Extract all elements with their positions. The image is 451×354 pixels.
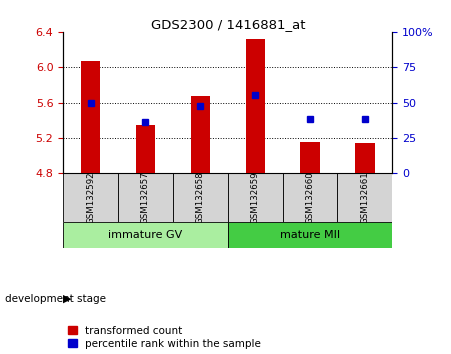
Bar	[228, 222, 392, 248]
Text: mature MII: mature MII	[280, 230, 340, 240]
Text: GSM132659: GSM132659	[251, 171, 260, 224]
Text: GSM132661: GSM132661	[360, 171, 369, 224]
Text: GSM132657: GSM132657	[141, 171, 150, 224]
Bar	[136, 125, 155, 173]
Text: GSM132658: GSM132658	[196, 171, 205, 224]
Bar	[81, 61, 100, 173]
Bar	[63, 173, 118, 222]
Title: GDS2300 / 1416881_at: GDS2300 / 1416881_at	[151, 18, 305, 31]
Text: GSM132592: GSM132592	[86, 171, 95, 224]
Text: immature GV: immature GV	[108, 230, 183, 240]
Bar	[191, 97, 210, 173]
Text: development stage: development stage	[5, 294, 106, 304]
Bar	[173, 173, 228, 222]
Bar	[337, 173, 392, 222]
Bar	[63, 222, 228, 248]
Text: ▶: ▶	[63, 294, 72, 304]
Bar	[283, 173, 337, 222]
Bar	[228, 173, 283, 222]
Bar	[118, 173, 173, 222]
Bar	[355, 143, 374, 173]
Bar	[300, 142, 320, 173]
Text: GSM132660: GSM132660	[306, 171, 314, 224]
Bar	[246, 39, 265, 173]
Legend: transformed count, percentile rank within the sample: transformed count, percentile rank withi…	[69, 326, 261, 349]
